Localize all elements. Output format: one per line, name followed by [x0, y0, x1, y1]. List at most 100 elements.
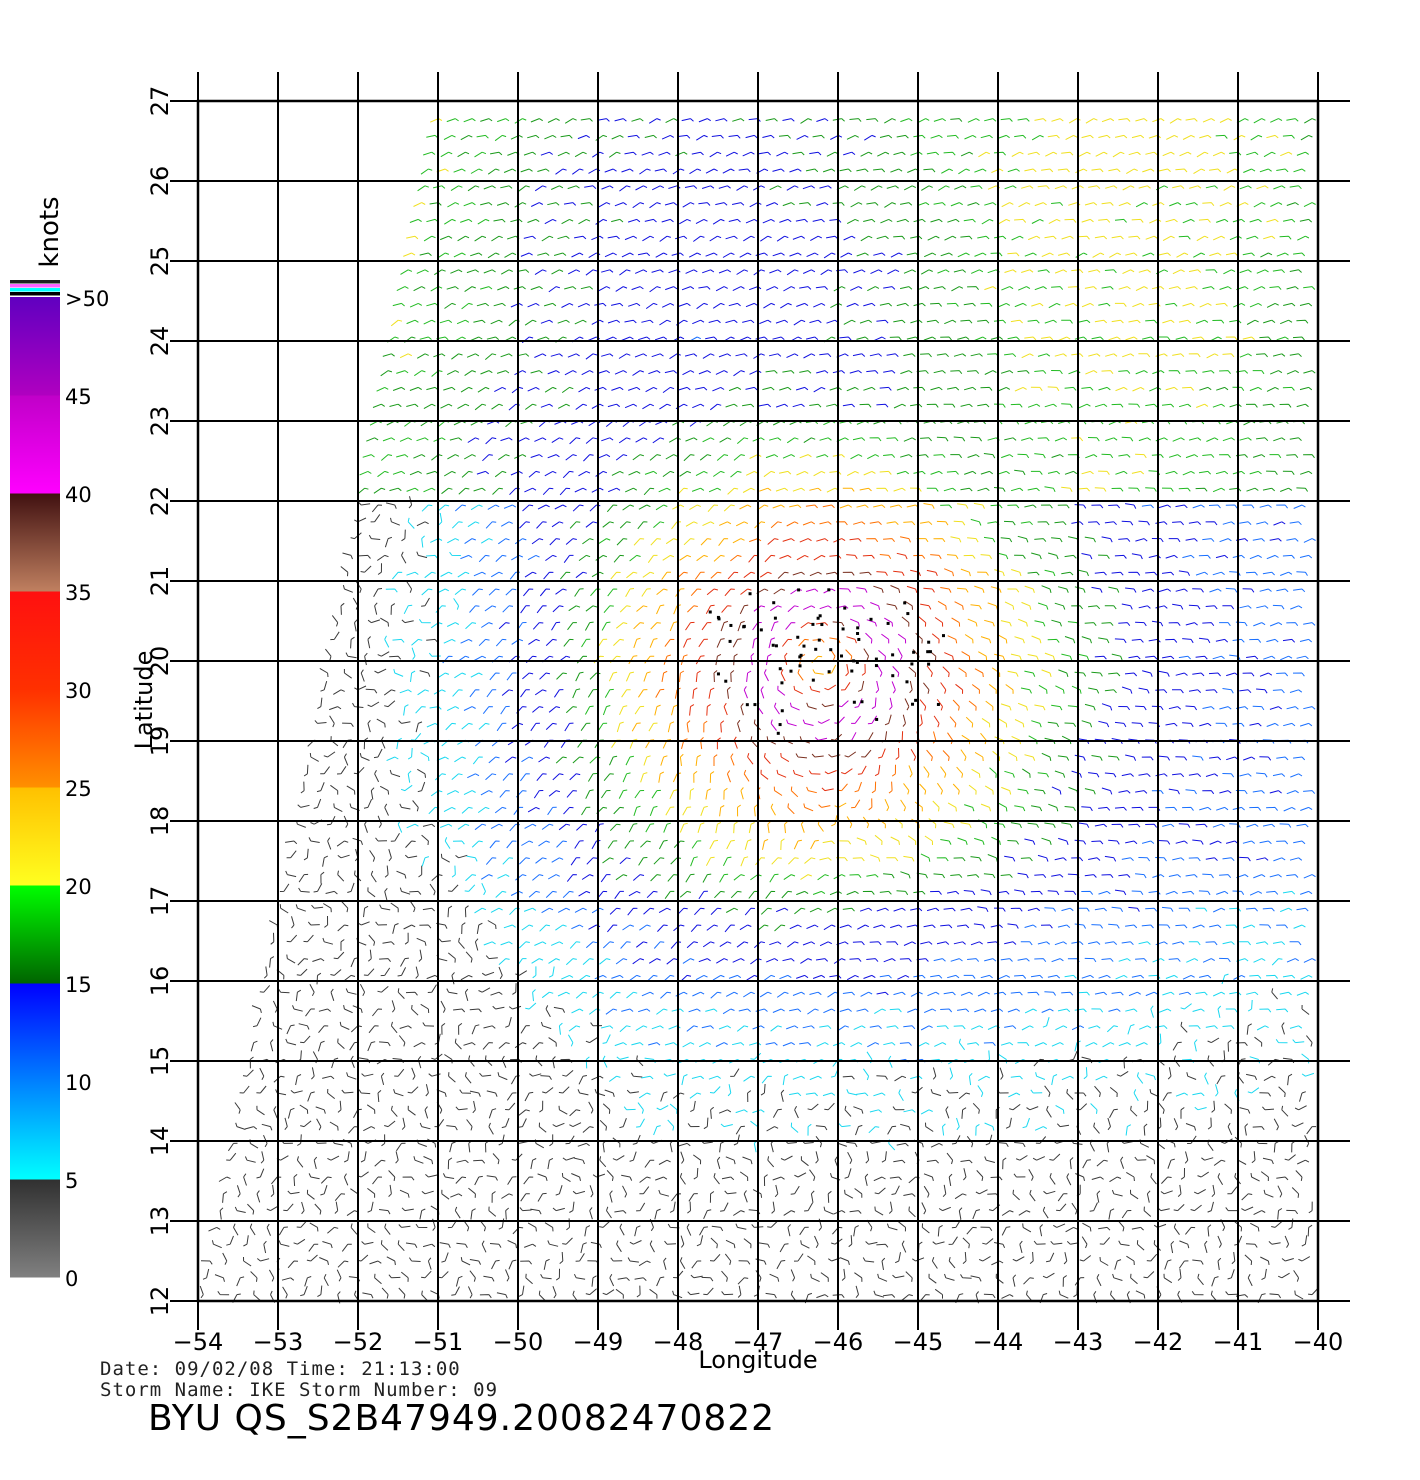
rain-flag-marker — [728, 639, 732, 643]
y-tick-label: 19 — [146, 726, 174, 757]
rain-flag-marker — [827, 588, 831, 592]
x-tick-label: −44 — [973, 1328, 1024, 1356]
colorbar-tick-label: 45 — [65, 385, 92, 409]
rain-flag-marker — [874, 664, 878, 668]
colorbar-segment — [10, 787, 60, 886]
colorbar-cap — [10, 280, 60, 284]
y-tick-label: 22 — [146, 486, 174, 517]
colorbar-segment — [10, 983, 60, 1082]
rain-flag-marker — [778, 667, 782, 671]
rain-flag-marker — [745, 703, 749, 707]
rain-flag-marker — [926, 650, 930, 654]
rain-flag-marker — [891, 674, 895, 678]
rain-flag-marker — [816, 616, 820, 620]
rain-flag-marker — [771, 643, 775, 647]
x-tick-label: −49 — [573, 1328, 624, 1356]
colorbar-cap — [10, 292, 60, 296]
y-tick-label: 25 — [146, 246, 174, 277]
wind-vectors — [713, 571, 937, 759]
rain-flag-marker — [855, 660, 859, 664]
colorbar-segment — [10, 297, 60, 396]
wind-vectors — [628, 487, 1014, 850]
y-tick-label: 20 — [146, 646, 174, 677]
x-tick-label: −52 — [333, 1328, 384, 1356]
date-time-line: Date: 09/02/08 Time: 21:13:00 — [100, 1358, 461, 1380]
rain-flag-marker — [798, 655, 802, 659]
rain-flag-marker — [759, 628, 763, 632]
y-tick-label: 14 — [146, 1126, 174, 1157]
rain-flag-marker — [717, 617, 721, 621]
rain-flag-marker — [910, 662, 914, 666]
rain-flag-marker — [799, 653, 803, 657]
y-tick-label: 17 — [146, 886, 174, 917]
rain-flag-marker — [773, 616, 777, 620]
rain-flag-marker — [928, 650, 932, 654]
rain-flag-marker — [903, 601, 907, 605]
plot-frame — [196, 99, 1320, 1303]
rain-flag-marker — [874, 657, 878, 661]
rain-flag-marker — [774, 644, 778, 648]
rain-flag-marker — [927, 662, 931, 666]
rain-flag-marker — [891, 653, 895, 657]
rain-flag-marker — [780, 709, 784, 713]
x-tick-label: −48 — [653, 1328, 704, 1356]
colorbar-unit-label: knots — [35, 196, 65, 267]
wind-vectors — [683, 538, 964, 792]
wind-vectors — [467, 118, 1296, 996]
colorbar-tick-label: 35 — [65, 581, 92, 605]
rain-flag-marker — [886, 621, 890, 625]
x-tick-label: −43 — [1053, 1328, 1104, 1356]
rain-flag-marker — [941, 634, 945, 638]
rain-flag-marker — [843, 606, 847, 610]
y-tick-label: 23 — [146, 406, 174, 437]
rain-flag-marker — [875, 717, 879, 721]
rain-flag-marker — [841, 627, 845, 631]
rain-flag-marker — [860, 700, 864, 704]
wind-vectors — [743, 587, 907, 742]
rain-flag-marker — [869, 617, 873, 621]
y-tick-label: 18 — [146, 806, 174, 837]
colorbar-tick-label: 25 — [65, 777, 92, 801]
rain-flag-marker — [780, 681, 784, 685]
colorbar-segment — [10, 885, 60, 984]
rain-flag-marker — [814, 647, 818, 651]
x-tick-label: −40 — [1293, 1328, 1344, 1356]
y-tick-label: 21 — [146, 566, 174, 597]
y-tick-label: 12 — [146, 1286, 174, 1317]
colorbar-segment — [10, 1081, 60, 1180]
x-tick-label: −54 — [173, 1328, 224, 1356]
colorbar-segment — [10, 1179, 60, 1278]
rain-flag-marker — [724, 679, 728, 683]
rain-flag-marker — [798, 664, 802, 668]
rain-flag-marker — [818, 614, 822, 618]
rain-flag-marker — [906, 612, 910, 616]
colorbar-segment — [10, 493, 60, 592]
rain-flag-marker — [753, 703, 757, 707]
colorbar-tick-label: 10 — [65, 1071, 92, 1095]
y-tick-label: 26 — [146, 166, 174, 197]
colorbar-segment — [10, 591, 60, 690]
colorbar-tick-label: >50 — [65, 287, 109, 311]
rain-flag-marker — [716, 672, 720, 676]
rain-flag-marker — [817, 638, 821, 642]
storm-info-line: Storm Name: IKE Storm Number: 09 — [100, 1379, 499, 1401]
wind-vectors — [357, 118, 1316, 932]
rain-flag-marker — [778, 723, 782, 727]
rain-flag-marker — [797, 588, 801, 592]
rain-flag-marker — [914, 698, 918, 702]
colorbar-segment — [10, 395, 60, 494]
rain-flag-marker — [789, 669, 793, 673]
rain-flag-marker — [742, 625, 746, 629]
x-tick-label: −50 — [493, 1328, 544, 1356]
x-tick-label: −41 — [1213, 1328, 1264, 1356]
rain-flag-marker — [811, 678, 815, 682]
x-tick-label: −51 — [413, 1328, 464, 1356]
rain-flag-marker — [936, 702, 940, 706]
colorbar-cap — [10, 288, 60, 292]
y-axis-label: Latitude — [130, 651, 158, 750]
y-tick-label: 15 — [146, 1046, 174, 1077]
rain-flag-marker — [802, 644, 806, 648]
rain-flag-marker — [856, 626, 860, 630]
product-id: BYU QS_S2B47949.20082470822 — [148, 1398, 776, 1439]
rain-flag-marker — [829, 648, 833, 652]
